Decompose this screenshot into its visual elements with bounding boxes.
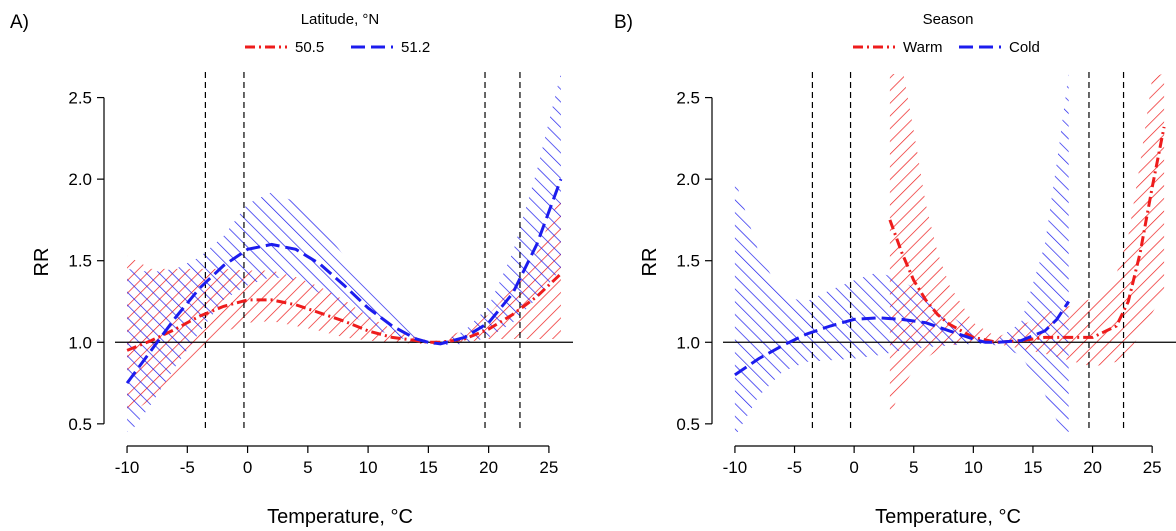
panel-b-label: B) — [614, 12, 633, 33]
panel-a-x-axis-title: Temperature, °C — [267, 506, 413, 528]
panel-b-x-tick-label-1: -5 — [787, 458, 802, 477]
panel-b-y-tick-label-0: 0.5 — [676, 415, 700, 434]
panel-b-x-tick-label-3: 5 — [909, 458, 918, 477]
panel-a-y-tick-label-4: 2.5 — [68, 89, 92, 108]
panel-a-legend-entry-0: 50.5 — [295, 39, 324, 56]
panel-a-y-tick-label-1: 1.0 — [68, 333, 92, 352]
panel-b-legend-title: Season — [923, 11, 974, 28]
panel-b-y-tick-label-2: 1.5 — [676, 252, 700, 271]
panel-a-ci-band-1 — [127, 74, 561, 432]
panel-b-legend-entry-1: Cold — [1009, 39, 1040, 56]
panel-b-x-tick-label-7: 25 — [1143, 458, 1162, 477]
panel-a-label: A) — [10, 12, 29, 33]
panel-b-x-tick-label-2: 0 — [849, 458, 858, 477]
panel-b-x-tick-label-6: 20 — [1083, 458, 1102, 477]
panel-b-x-tick-label-4: 10 — [964, 458, 983, 477]
panel-a-y-tick-label-3: 2.0 — [68, 170, 92, 189]
panel-a-y-tick-label-0: 0.5 — [68, 415, 92, 434]
panel-a-x-tick-label-3: 5 — [303, 458, 312, 477]
panel-a-x-tick-label-5: 15 — [419, 458, 438, 477]
panel-a-x-tick-label-2: 0 — [243, 458, 252, 477]
panel-b-y-axis-title: RR — [639, 248, 661, 277]
panel-a-x-tick-label-1: -5 — [180, 458, 195, 477]
panel-b-x-tick-label-0: -10 — [723, 458, 748, 477]
panel-a-y-tick-label-2: 1.5 — [68, 252, 92, 271]
panel-b-y-tick-label-4: 2.5 — [676, 89, 700, 108]
panel-a-series-line-1 — [125, 178, 563, 384]
panel-a-x-tick-label-4: 10 — [359, 458, 378, 477]
panel-b-legend-entry-0: Warm — [903, 39, 942, 56]
panel-b-y-tick-label-1: 1.0 — [676, 333, 700, 352]
panel-b-x-axis-title: Temperature, °C — [875, 506, 1021, 528]
panel-b-series-line-1 — [734, 300, 1070, 377]
panel-b-x-tick-label-5: 15 — [1023, 458, 1042, 477]
panel-a-x-tick-label-6: 20 — [479, 458, 498, 477]
panel-b: 0.5 1.0 1.5 2.0 2.5 -10 -5 0 5 10 15 20 25 Temperatur… — [614, 11, 1176, 528]
panel-a-x-tick-label-0: -10 — [115, 458, 140, 477]
panel-a-legend-title: Latitude, °N — [301, 11, 380, 28]
panel-a-legend-entry-1: 51.2 — [401, 39, 430, 56]
panel-a: 0.5 1.0 1.5 2.0 2.5 -10 -5 0 5 10 15 20 25 Temperatur… — [10, 11, 573, 528]
panel-b-y-tick-label-3: 2.0 — [676, 170, 700, 189]
panel-a-series-line-0 — [126, 272, 562, 352]
panel-a-x-tick-label-7: 25 — [539, 458, 558, 477]
panel-b-series-line-0 — [888, 126, 1166, 344]
panel-a-y-axis-title: RR — [31, 248, 53, 277]
